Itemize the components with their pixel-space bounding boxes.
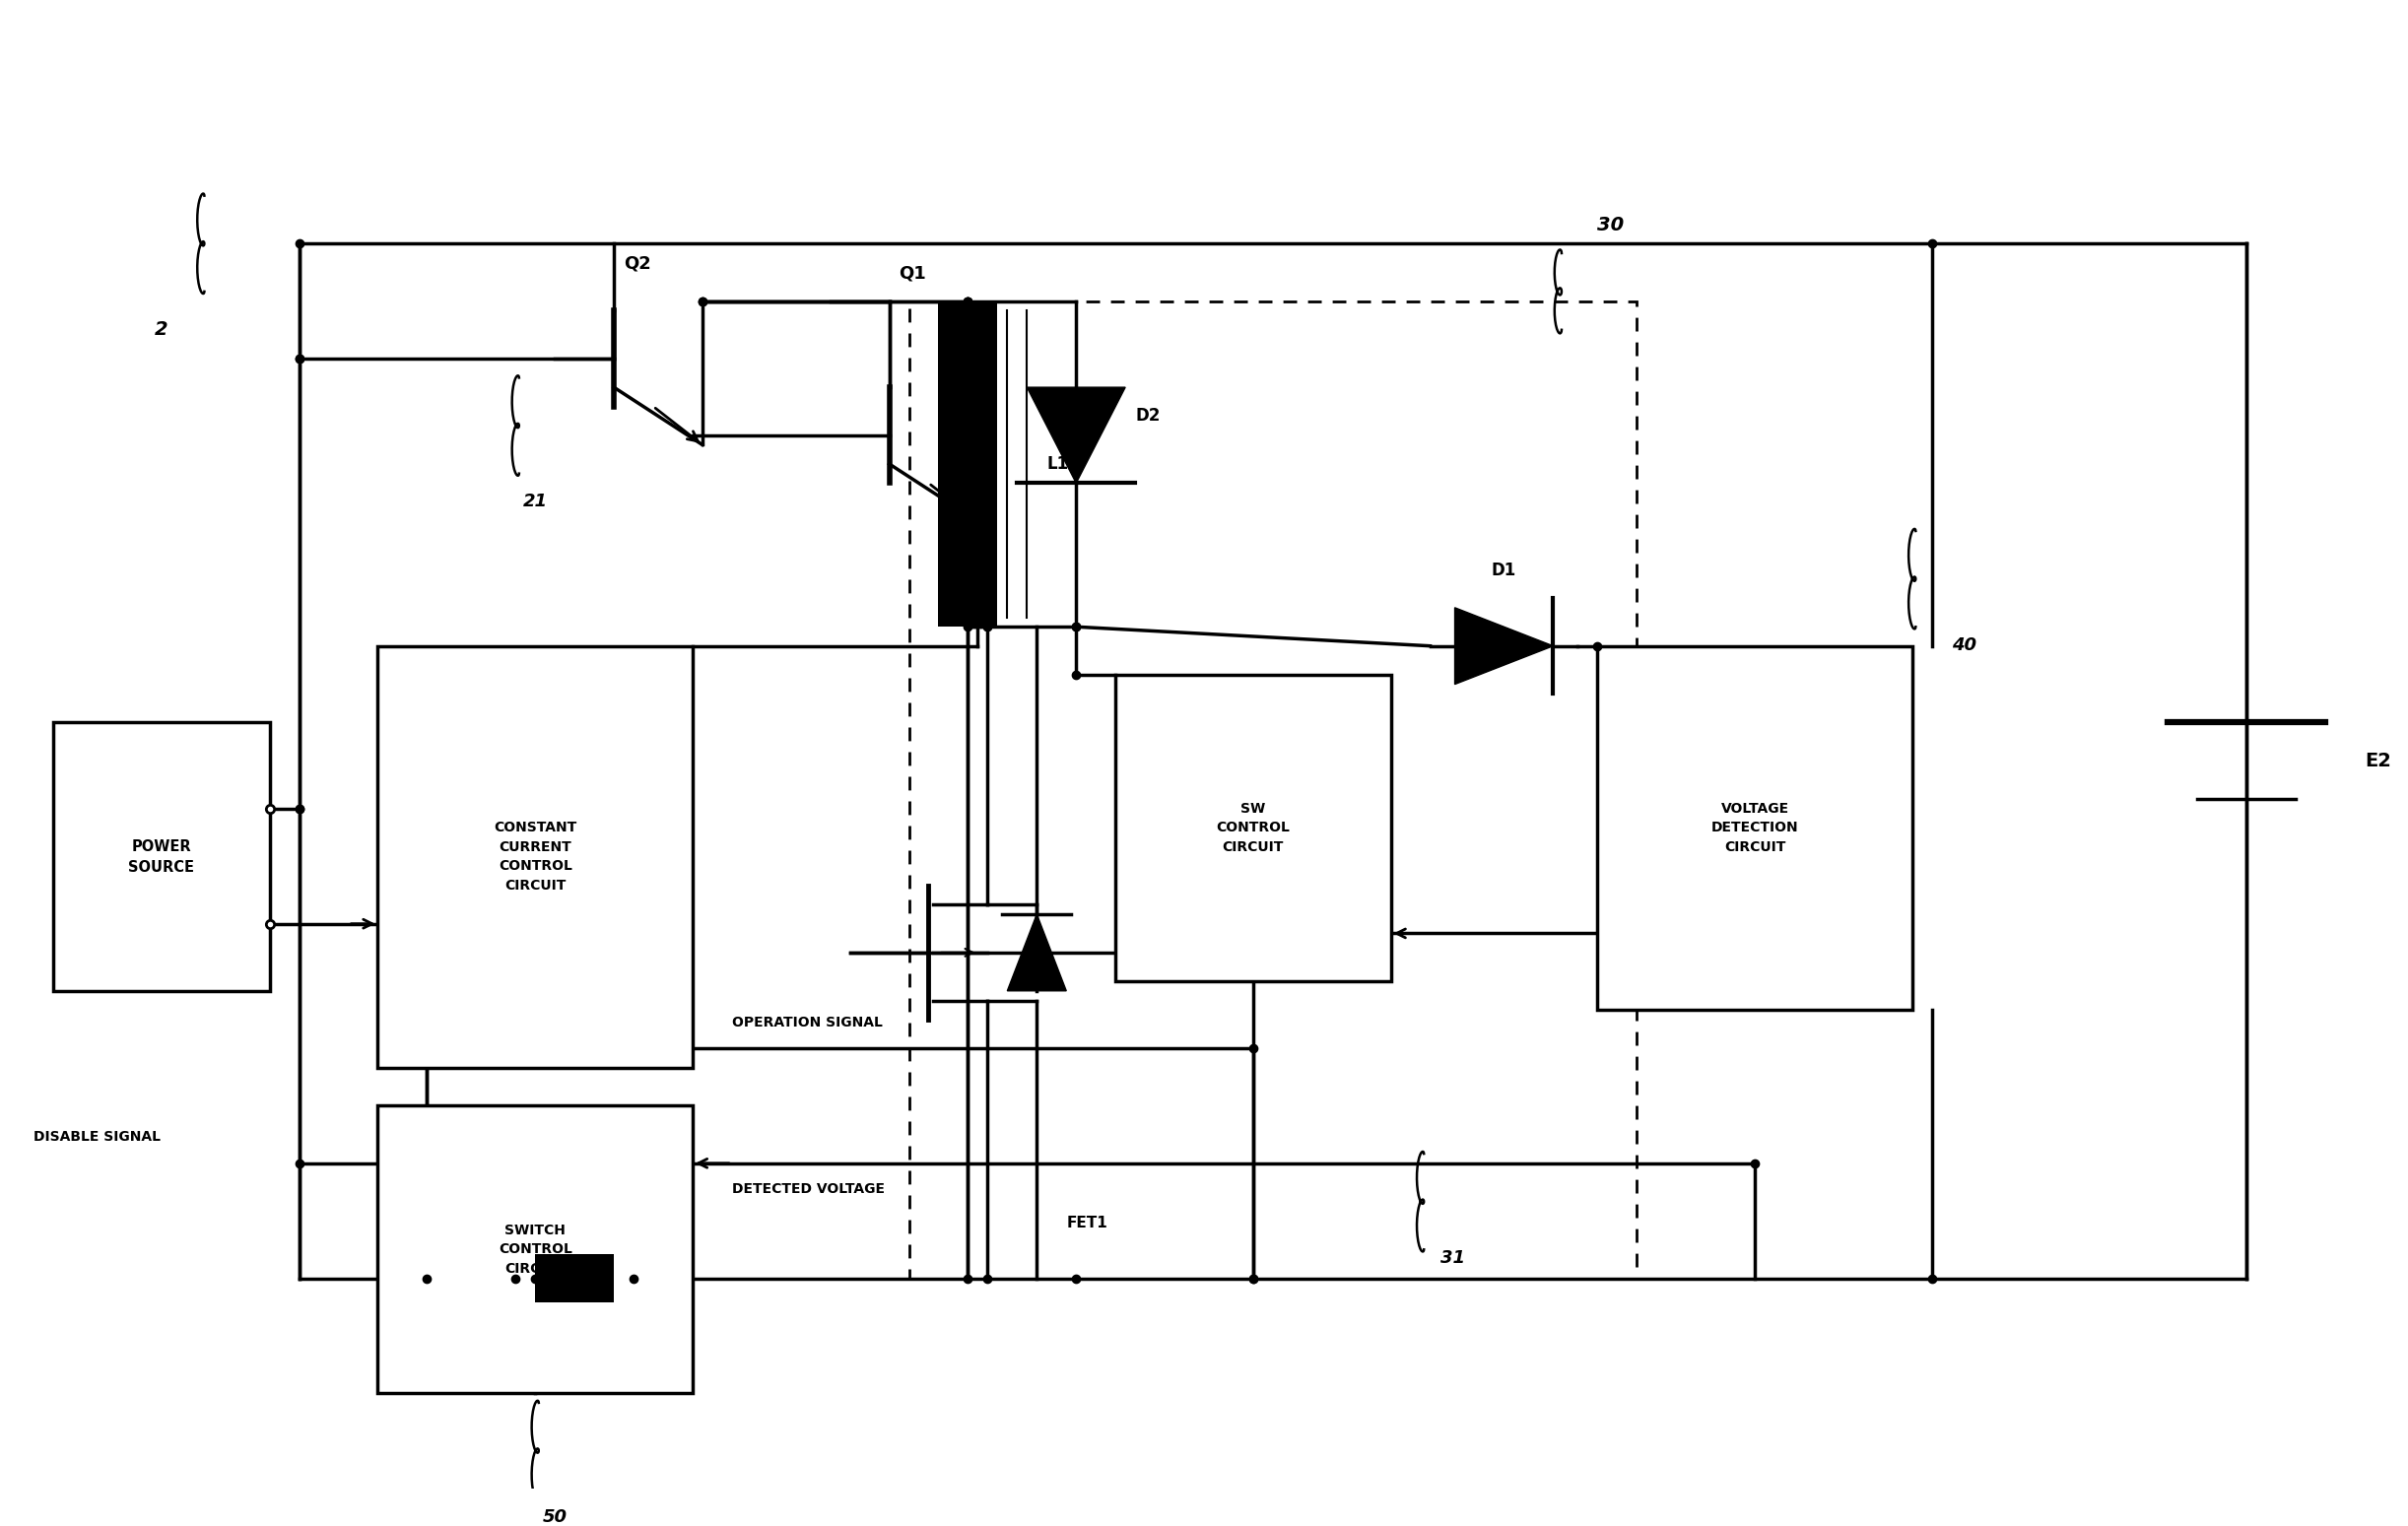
Text: SW
CONTROL
CIRCUIT: SW CONTROL CIRCUIT	[1216, 801, 1291, 855]
Text: 30: 30	[1597, 215, 1625, 233]
Bar	[1115, 674, 1392, 981]
Text: L1: L1	[1047, 455, 1069, 473]
Text: R1: R1	[563, 1206, 585, 1221]
Text: POWER
SOURCE: POWER SOURCE	[128, 839, 195, 874]
Bar	[378, 1106, 694, 1393]
Text: 21: 21	[523, 493, 547, 510]
Text: Q2: Q2	[624, 255, 650, 272]
Bar	[535, 1254, 614, 1302]
Polygon shape	[1026, 388, 1125, 484]
Bar	[53, 723, 270, 990]
Bar	[939, 301, 997, 627]
Bar	[1597, 645, 1912, 1010]
Bar	[908, 301, 1637, 1279]
Text: CONSTANT
CURRENT
CONTROL
CIRCUIT: CONSTANT CURRENT CONTROL CIRCUIT	[494, 821, 576, 893]
Text: OPERATION SIGNAL: OPERATION SIGNAL	[732, 1015, 884, 1029]
Text: E2: E2	[2365, 752, 2391, 771]
Text: VOLTAGE
DETECTION
CIRCUIT: VOLTAGE DETECTION CIRCUIT	[1712, 801, 1799, 855]
Polygon shape	[1007, 914, 1067, 990]
Text: FET1: FET1	[1067, 1216, 1108, 1230]
Text: D2: D2	[1134, 407, 1161, 424]
Text: DETECTED VOLTAGE: DETECTED VOLTAGE	[732, 1183, 884, 1196]
Bar	[378, 645, 694, 1068]
Text: 2: 2	[154, 320, 169, 339]
Text: D1: D1	[1491, 562, 1517, 578]
Text: 31: 31	[1440, 1250, 1464, 1267]
Text: 50: 50	[542, 1508, 568, 1526]
Text: DISABLE SIGNAL: DISABLE SIGNAL	[34, 1131, 161, 1144]
Text: Q1: Q1	[898, 264, 927, 282]
Text: SWITCH
CONTROL
CIRCUIT: SWITCH CONTROL CIRCUIT	[498, 1224, 573, 1276]
Text: 40: 40	[1950, 636, 1977, 655]
Polygon shape	[1454, 607, 1553, 684]
